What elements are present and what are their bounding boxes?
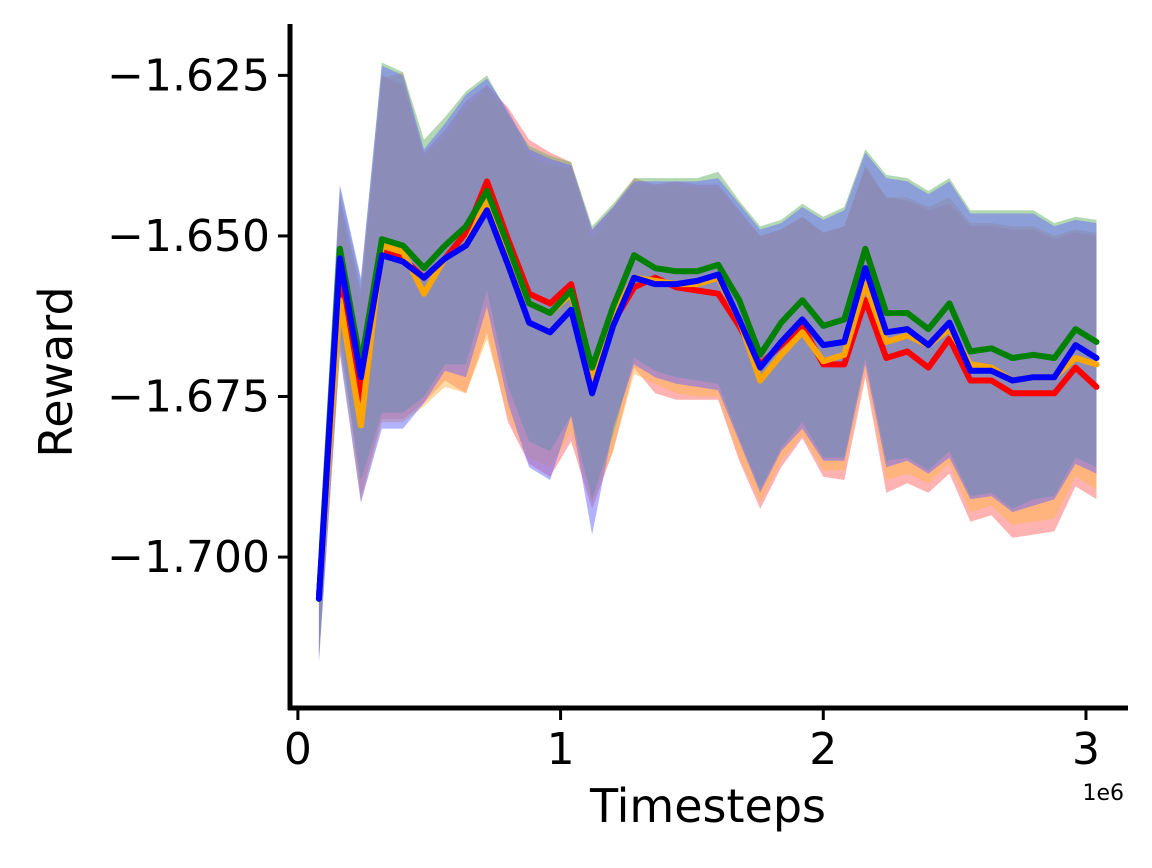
series-4-line — [315, 207, 1100, 602]
confidence-bands — [318, 62, 1097, 663]
y-tick-label: −1.700 — [107, 532, 270, 583]
x-tick-label: 0 — [284, 724, 312, 775]
y-tick-label: −1.650 — [107, 211, 270, 262]
axes — [287, 24, 1128, 711]
x-ticks: 0 1 2 3 — [284, 708, 1100, 775]
x-tick-label: 2 — [809, 724, 837, 775]
series-3-line — [315, 188, 1100, 602]
x-offset-label: 1e6 — [1082, 781, 1124, 806]
series-4-band — [318, 65, 1097, 663]
x-tick-label: 1 — [547, 724, 575, 775]
x-axis-label: Timesteps — [589, 779, 826, 833]
series-lines — [315, 178, 1100, 602]
y-tick-label: −1.675 — [107, 372, 270, 423]
y-ticks: −1.625 −1.650 −1.675 −1.700 — [107, 50, 290, 583]
y-axis-label: Reward — [29, 286, 83, 457]
y-tick-label: −1.625 — [107, 50, 270, 101]
x-tick-label: 3 — [1072, 724, 1100, 775]
